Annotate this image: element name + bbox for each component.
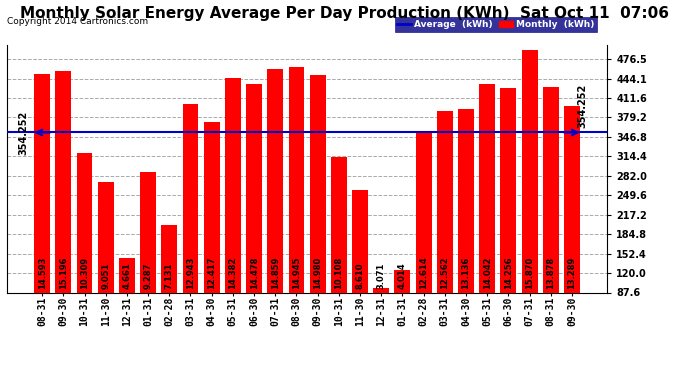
Text: 8.610: 8.610: [355, 263, 364, 290]
Bar: [331, 157, 347, 345]
Text: 354.252: 354.252: [578, 83, 588, 128]
Bar: [458, 109, 474, 345]
Text: 7.131: 7.131: [165, 263, 174, 290]
Text: 354.252: 354.252: [18, 110, 28, 154]
Text: 13.878: 13.878: [546, 257, 555, 290]
Bar: [267, 69, 283, 345]
Bar: [415, 133, 431, 345]
Bar: [77, 153, 92, 345]
Text: 14.945: 14.945: [292, 257, 301, 290]
Bar: [310, 75, 326, 345]
Bar: [98, 182, 114, 345]
Text: 10.108: 10.108: [335, 257, 344, 290]
Bar: [34, 74, 50, 345]
Text: 14.980: 14.980: [313, 257, 322, 290]
Bar: [480, 84, 495, 345]
Text: 12.562: 12.562: [440, 257, 449, 290]
Text: 13.289: 13.289: [567, 257, 576, 290]
Bar: [140, 172, 156, 345]
Bar: [437, 111, 453, 345]
Text: 9.287: 9.287: [144, 263, 152, 290]
Text: 12.417: 12.417: [207, 257, 216, 290]
Bar: [288, 67, 304, 345]
Bar: [183, 104, 199, 345]
Bar: [522, 50, 538, 345]
Text: 3.071: 3.071: [377, 263, 386, 290]
Text: 13.136: 13.136: [462, 257, 471, 290]
Bar: [161, 225, 177, 345]
Bar: [500, 88, 516, 345]
Text: 4.014: 4.014: [398, 263, 407, 290]
Text: 15.870: 15.870: [525, 257, 534, 290]
Legend: Average  (kWh), Monthly  (kWh): Average (kWh), Monthly (kWh): [395, 17, 597, 32]
Text: 14.859: 14.859: [270, 257, 279, 290]
Text: 14.593: 14.593: [38, 257, 47, 290]
Text: 14.382: 14.382: [228, 257, 237, 290]
Text: 12.943: 12.943: [186, 257, 195, 290]
Bar: [225, 78, 241, 345]
Bar: [119, 258, 135, 345]
Text: 14.478: 14.478: [250, 257, 259, 290]
Bar: [204, 122, 219, 345]
Bar: [352, 190, 368, 345]
Text: Copyright 2014 Cartronics.com: Copyright 2014 Cartronics.com: [7, 17, 148, 26]
Text: 4.661: 4.661: [122, 263, 131, 290]
Bar: [564, 106, 580, 345]
Bar: [55, 72, 71, 345]
Text: 12.614: 12.614: [419, 257, 428, 290]
Bar: [246, 84, 262, 345]
Bar: [395, 270, 411, 345]
Text: 14.042: 14.042: [483, 257, 492, 290]
Text: 9.051: 9.051: [101, 263, 110, 290]
Text: Monthly Solar Energy Average Per Day Production (KWh)  Sat Oct 11  07:06: Monthly Solar Energy Average Per Day Pro…: [21, 6, 669, 21]
Bar: [373, 288, 389, 345]
Text: 15.196: 15.196: [59, 257, 68, 290]
Text: 14.256: 14.256: [504, 257, 513, 290]
Bar: [543, 87, 559, 345]
Text: 10.309: 10.309: [80, 257, 89, 290]
